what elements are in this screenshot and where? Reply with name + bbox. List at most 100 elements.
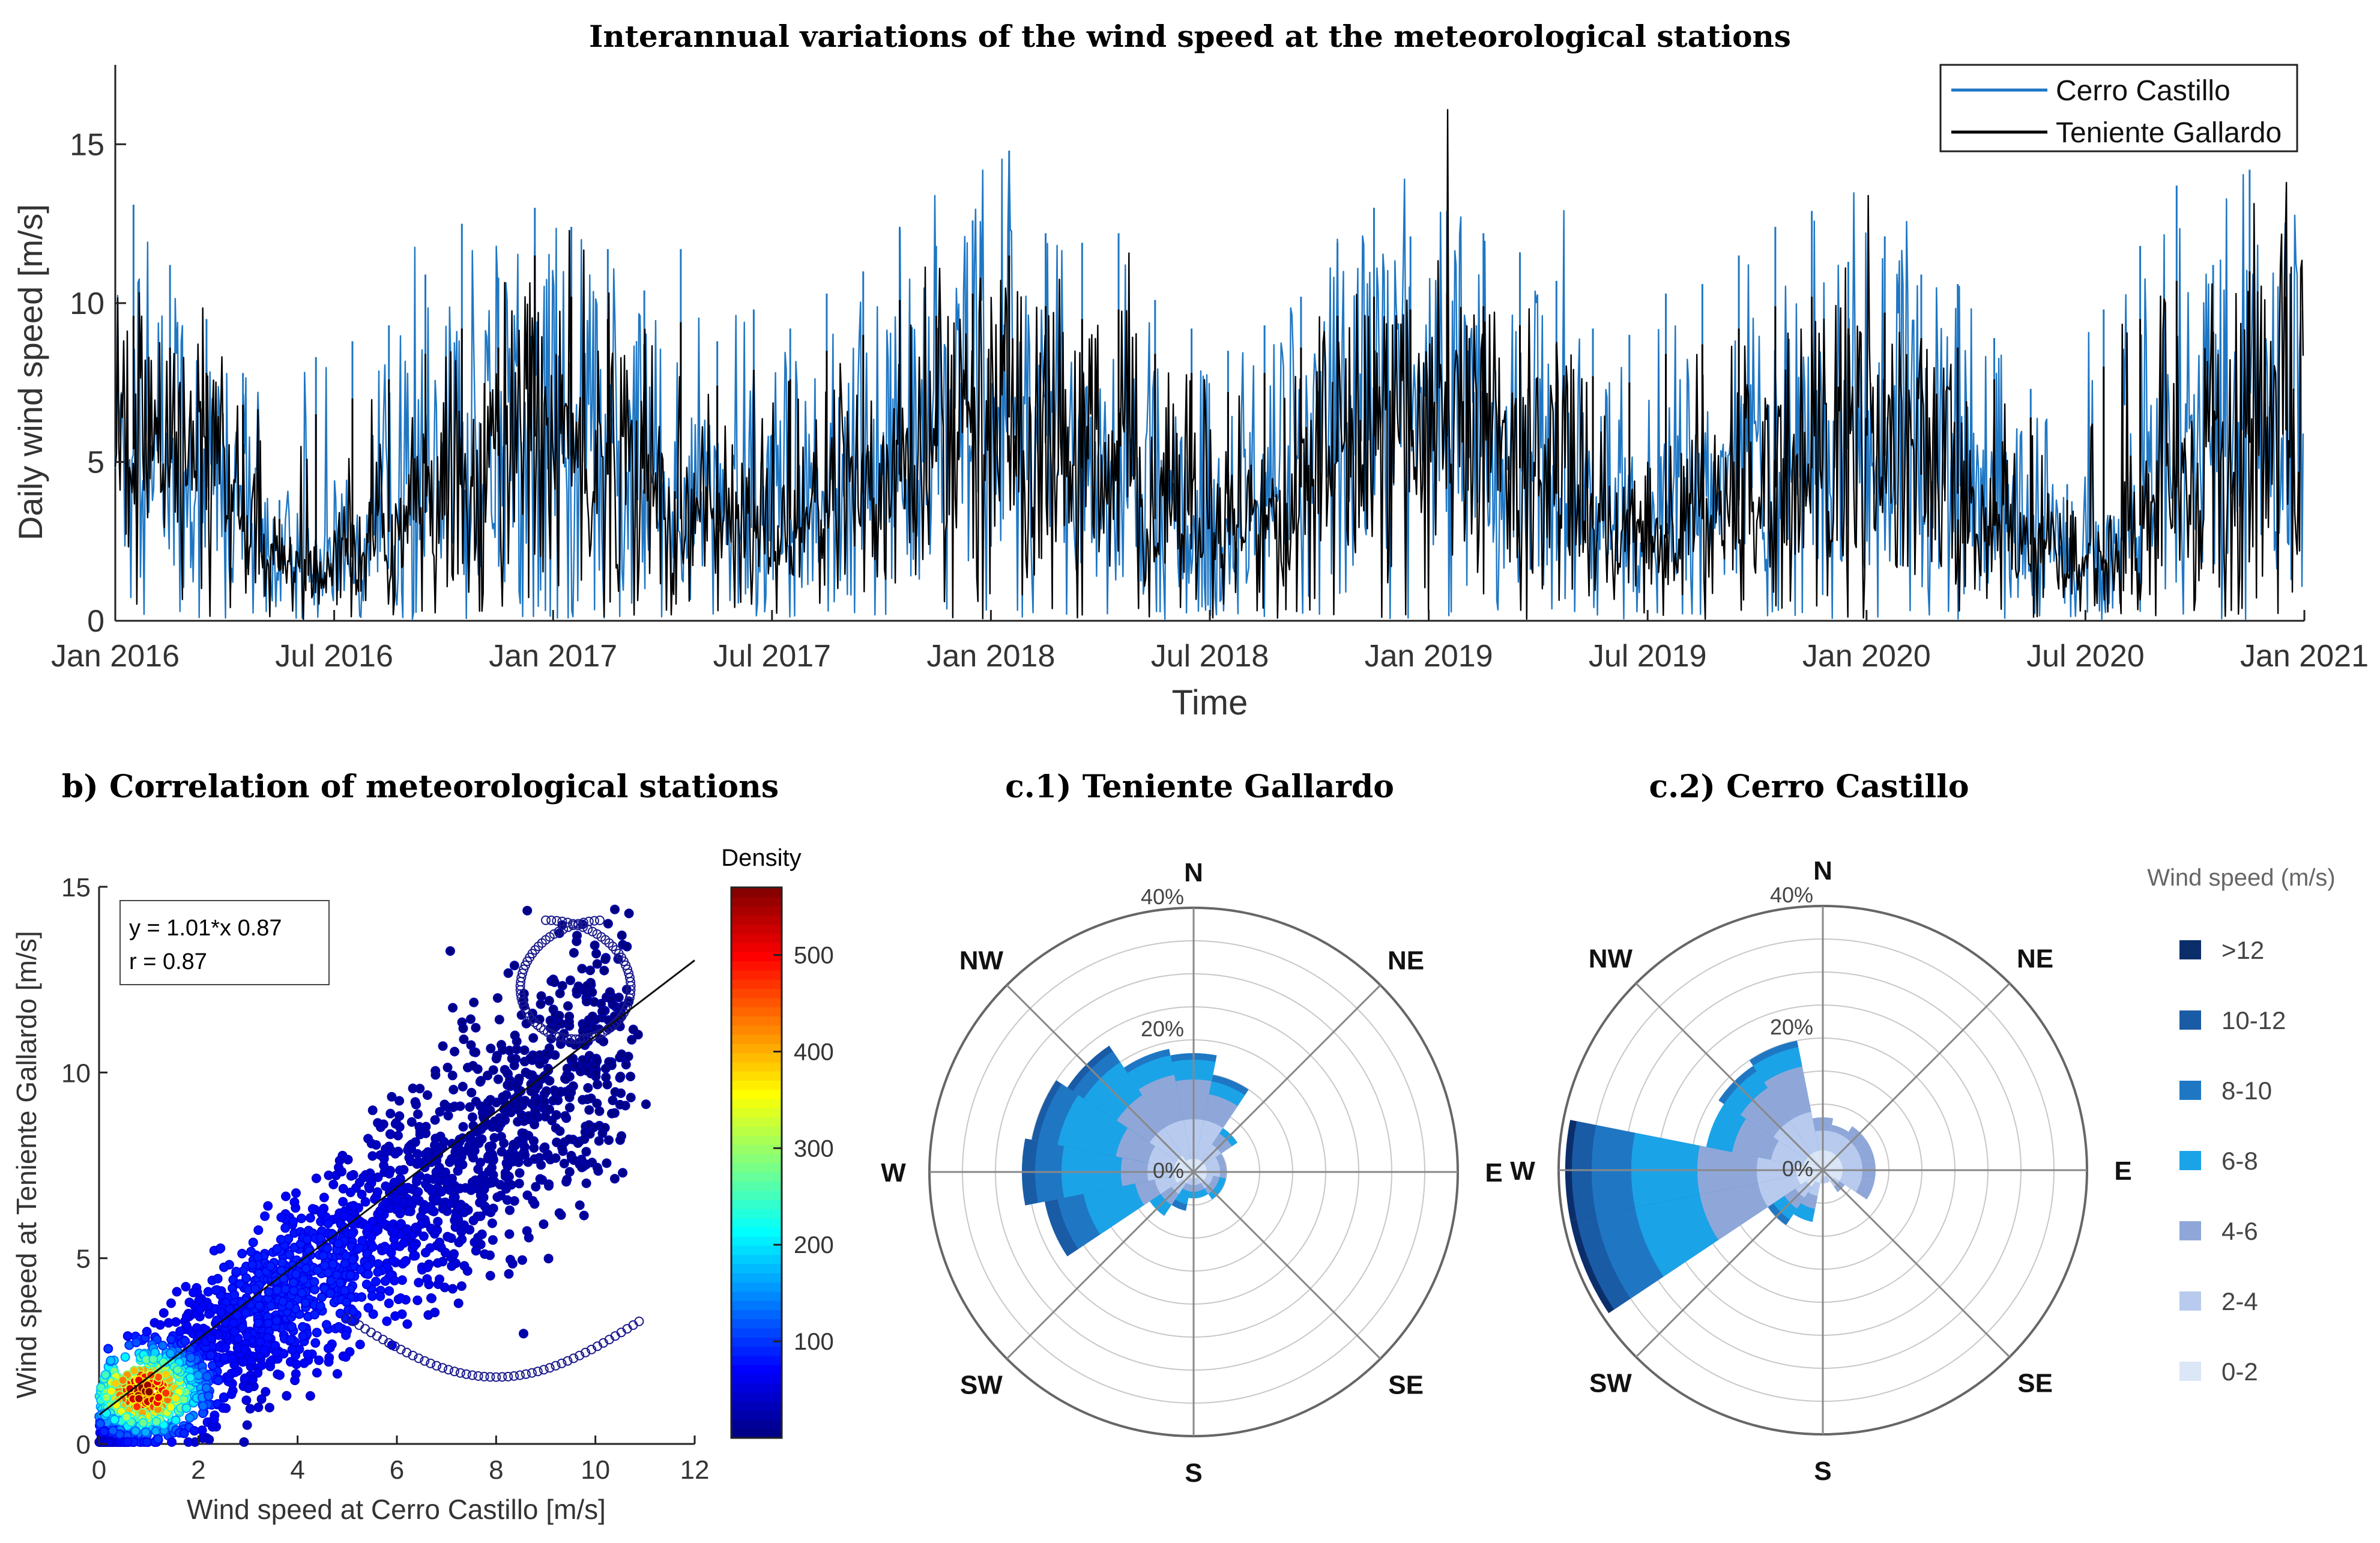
scatter-outlier-point [485,1372,495,1382]
scatter-point [486,1043,496,1054]
colorbar-segment [731,1199,782,1209]
scatter-point [390,1149,400,1159]
scatter-point [382,1316,392,1326]
scatter-point [134,1394,144,1404]
scatter-point [271,1348,282,1357]
scatter-point [286,1335,296,1345]
scatter-point [414,1122,424,1132]
scatter-point [564,1134,574,1144]
scatter-point [318,1251,328,1261]
scatter-point [454,1144,464,1154]
scatter-point [562,1174,572,1185]
scatter-point [181,1282,191,1292]
scatter-point [572,931,582,941]
scatter-point [185,1372,195,1383]
scatter-point [524,1069,534,1079]
scatter-point [248,1374,258,1384]
scatter-point [496,1191,506,1201]
timeseries-panel: Interannual variations of the wind speed… [11,19,2369,722]
scatter-x-tick-label: 4 [290,1455,304,1485]
scatter-point [512,1080,522,1090]
colorbar-tick-label: 500 [794,943,834,969]
scatter-panel: b) Correlation of meteorological station… [11,768,834,1525]
scatter-point [593,1079,602,1090]
timeseries-y-label: Daily wind speed [m/s] [11,204,49,540]
colorbar-segment [731,896,782,907]
windrose-c1-title: c.1) Teniente Gallardo [1005,768,1394,805]
colorbar-segment [731,1272,782,1283]
scatter-point [340,1352,351,1362]
scatter-point [282,1391,292,1401]
scatter-point [539,1097,549,1107]
windrose-direction-e: E [2114,1156,2131,1186]
scatter-point [216,1243,226,1253]
scatter-point [231,1266,241,1276]
scatter-point [355,1339,365,1350]
colorbar-segment [731,924,782,934]
scatter-point [276,1234,286,1245]
scatter-point [209,1415,219,1425]
scatter-point [515,1168,525,1178]
scatter-point [606,994,616,1004]
scatter-point [391,1195,402,1204]
scatter-point [525,1053,536,1063]
scatter-point [536,999,546,1009]
scatter-point [235,1279,245,1289]
scatter-point [197,1425,207,1436]
scatter-point [219,1353,229,1363]
scatter-point [204,1434,214,1445]
scatter-point [559,1159,569,1168]
scatter-point [476,1211,486,1221]
scatter-point [237,1249,247,1258]
scatter-point [564,1092,575,1102]
windrose-direction-sw: SW [960,1371,1003,1400]
scatter-point [488,1235,498,1245]
scatter-point [626,1093,636,1102]
scatter-point [380,1276,390,1286]
scatter-x-label: Wind speed at Cerro Castillo [m/s] [187,1494,606,1525]
scatter-point [331,1270,342,1280]
scatter-point [324,1357,334,1367]
scatter-point [129,1365,139,1375]
scatter-point [323,1343,333,1353]
scatter-point [409,1240,420,1251]
scatter-point [550,1095,560,1105]
scatter-point [461,1183,471,1193]
colorbar-segment [731,1162,782,1173]
scatter-point [535,1174,545,1184]
scatter-outlier-point [533,1020,543,1030]
timeseries-y-tick-label: 5 [87,445,104,480]
scatter-point [103,1344,113,1354]
colorbar-segment [731,1355,782,1365]
scatter-point [154,1392,164,1403]
scatter-point [363,1303,373,1313]
scatter-outlier-point [420,1356,430,1366]
windrose-sector-ssw-bin-0 [1815,1170,1823,1183]
scatter-point [381,1181,391,1191]
colorbar-segment [731,979,782,989]
scatter-point [459,1261,470,1271]
scatter-point [108,1425,118,1436]
scatter-point [385,1129,396,1140]
scatter-point [594,1136,604,1146]
scatter-point [184,1297,195,1308]
scatter-point [604,1057,614,1067]
colorbar-segment [731,1419,782,1430]
scatter-point [412,1177,421,1187]
scatter-outlier-point [614,1014,624,1024]
scatter-point [260,1211,270,1221]
colorbar-tick-label: 300 [794,1135,834,1162]
scatter-point [505,1205,515,1215]
colorbar-segment [731,1374,782,1384]
scatter-outlier-point [575,1350,585,1360]
scatter-outlier-point [546,915,557,925]
wind-legend-label: 6-8 [2221,1147,2258,1175]
scatter-point [453,1201,464,1211]
windrose-sector-nnw-bin-1 [1164,1120,1194,1172]
scatter-point [310,1338,321,1348]
scatter-point [239,1437,249,1447]
windrose-sector-nne-bin-1 [1194,1120,1223,1172]
scatter-x-tick-label: 2 [191,1455,205,1485]
scatter-point [362,1249,372,1259]
scatter-point [544,1179,554,1189]
